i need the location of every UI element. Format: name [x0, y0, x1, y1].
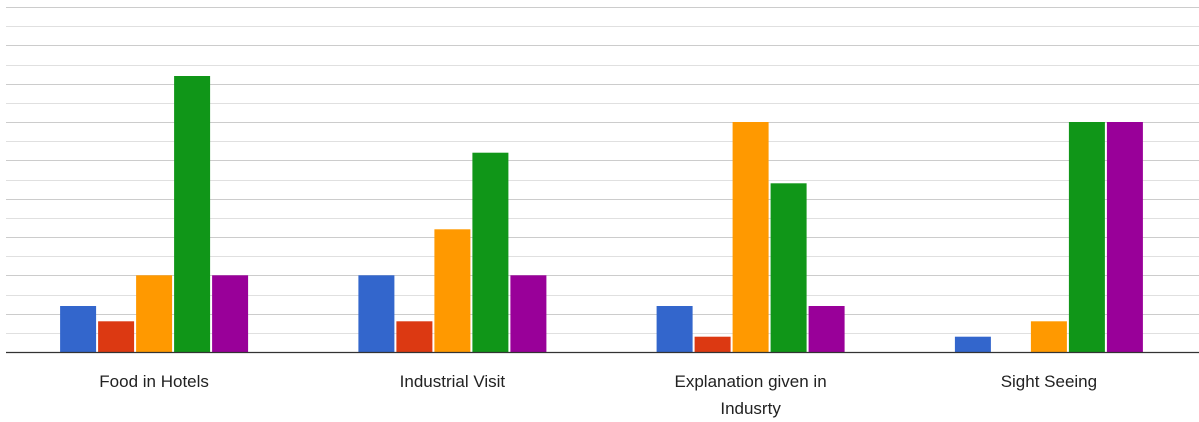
bar	[358, 275, 395, 352]
category-labels: Food in Hotels Industrial Visit Explanatio…	[99, 372, 1097, 418]
bar	[1106, 122, 1143, 352]
bar	[434, 229, 471, 352]
bar	[60, 306, 97, 352]
bar	[472, 152, 509, 352]
bar	[212, 275, 249, 352]
x-tick-label: Explanation given in	[675, 372, 827, 391]
x-tick-label: Food in Hotels	[99, 372, 209, 391]
x-tick-label: Indusrty	[720, 399, 781, 418]
bar	[396, 321, 433, 352]
bar	[732, 122, 769, 352]
x-tick-label: Industrial Visit	[400, 372, 506, 391]
bar	[98, 321, 135, 352]
bar	[954, 336, 991, 352]
bar	[174, 76, 211, 352]
bar	[656, 306, 693, 352]
bar	[510, 275, 547, 352]
bar	[694, 336, 731, 352]
bar	[1030, 321, 1067, 352]
bars	[60, 76, 1143, 352]
bar	[136, 275, 173, 352]
bar	[808, 306, 845, 352]
bar	[1068, 122, 1105, 352]
x-tick-label: Sight Seeing	[1001, 372, 1097, 391]
bar	[770, 183, 807, 352]
